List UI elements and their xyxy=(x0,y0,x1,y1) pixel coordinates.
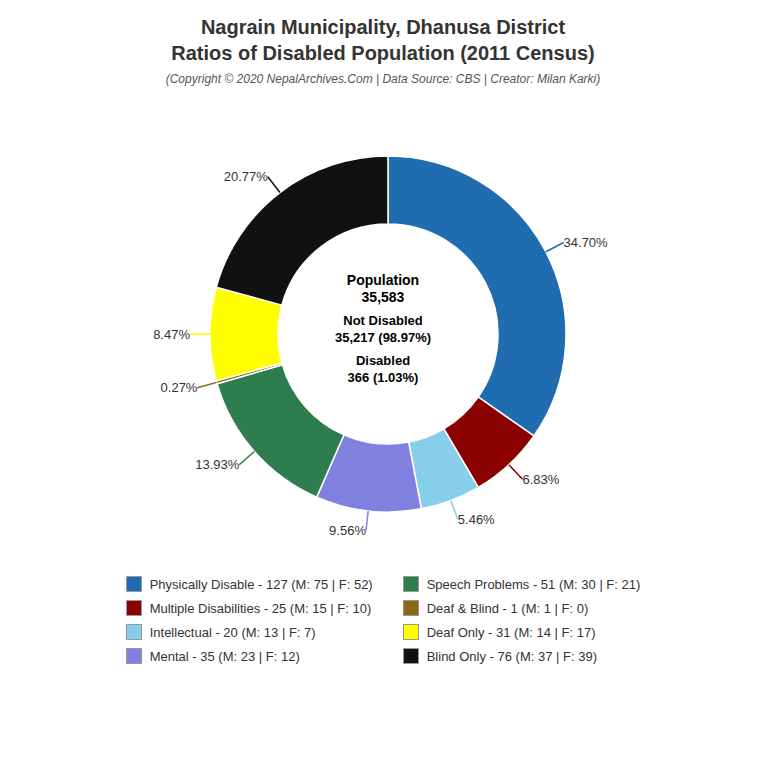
html-text:Deaf Only - 31 (M: 14 | F: 17): Deaf Only - 31 (M: 14 | F: 17) xyxy=(426,624,596,640)
svg-text:5.46%: 5.46% xyxy=(458,512,495,527)
html-text:Not Disabled: Not Disabled xyxy=(343,313,423,328)
html-text:366 (1.03%): 366 (1.03%) xyxy=(347,370,419,385)
svg-text:9.56%: 9.56% xyxy=(329,523,366,538)
svg-text:8.47%: 8.47% xyxy=(153,327,190,342)
svg-text:34.70%: 34.70% xyxy=(564,235,609,250)
html-text:35,583: 35,583 xyxy=(361,289,405,305)
html-text:Nagrain Municipality, Dhanusa: Nagrain Municipality, Dhanusa District R… xyxy=(171,16,595,64)
svg-text:0.27%: 0.27% xyxy=(161,380,198,395)
html-text:35,217 (98.97%): 35,217 (98.97%) xyxy=(334,330,432,345)
html-text:Mental - 35 (M: 23 | F: 12): Mental - 35 (M: 23 | F: 12) xyxy=(149,648,300,664)
svg-text:13.93%: 13.93% xyxy=(195,457,240,472)
html-text:Disabled: Disabled xyxy=(355,353,411,368)
html-text:Multiple Disabilities - 25 (M:: Multiple Disabilities - 25 (M: 15 | F: 1… xyxy=(149,600,372,616)
svg-text:20.77%: 20.77% xyxy=(224,169,269,184)
html-text:Physically Disable - 127 (M: 7: Physically Disable - 127 (M: 75 | F: 52) xyxy=(149,576,373,592)
html-text:Speech Problems - 51 (M: 30 |: Speech Problems - 51 (M: 30 | F: 21) xyxy=(426,576,641,592)
html-text:Blind Only - 76 (M: 37 | F: 39: Blind Only - 76 (M: 37 | F: 39) xyxy=(426,648,597,664)
html-text:Intellectual - 20 (M: 13 | F:: Intellectual - 20 (M: 13 | F: 7) xyxy=(149,624,316,640)
svg-text:6.83%: 6.83% xyxy=(522,472,559,487)
html-text:Deaf & Blind - 1 (M: 1 | F: 0): Deaf & Blind - 1 (M: 1 | F: 0) xyxy=(426,600,589,616)
html-text:(Copyright © 2020 NepalArchive: (Copyright © 2020 NepalArchives.Com | Da… xyxy=(165,72,601,86)
html-text:Population: Population xyxy=(346,272,420,288)
